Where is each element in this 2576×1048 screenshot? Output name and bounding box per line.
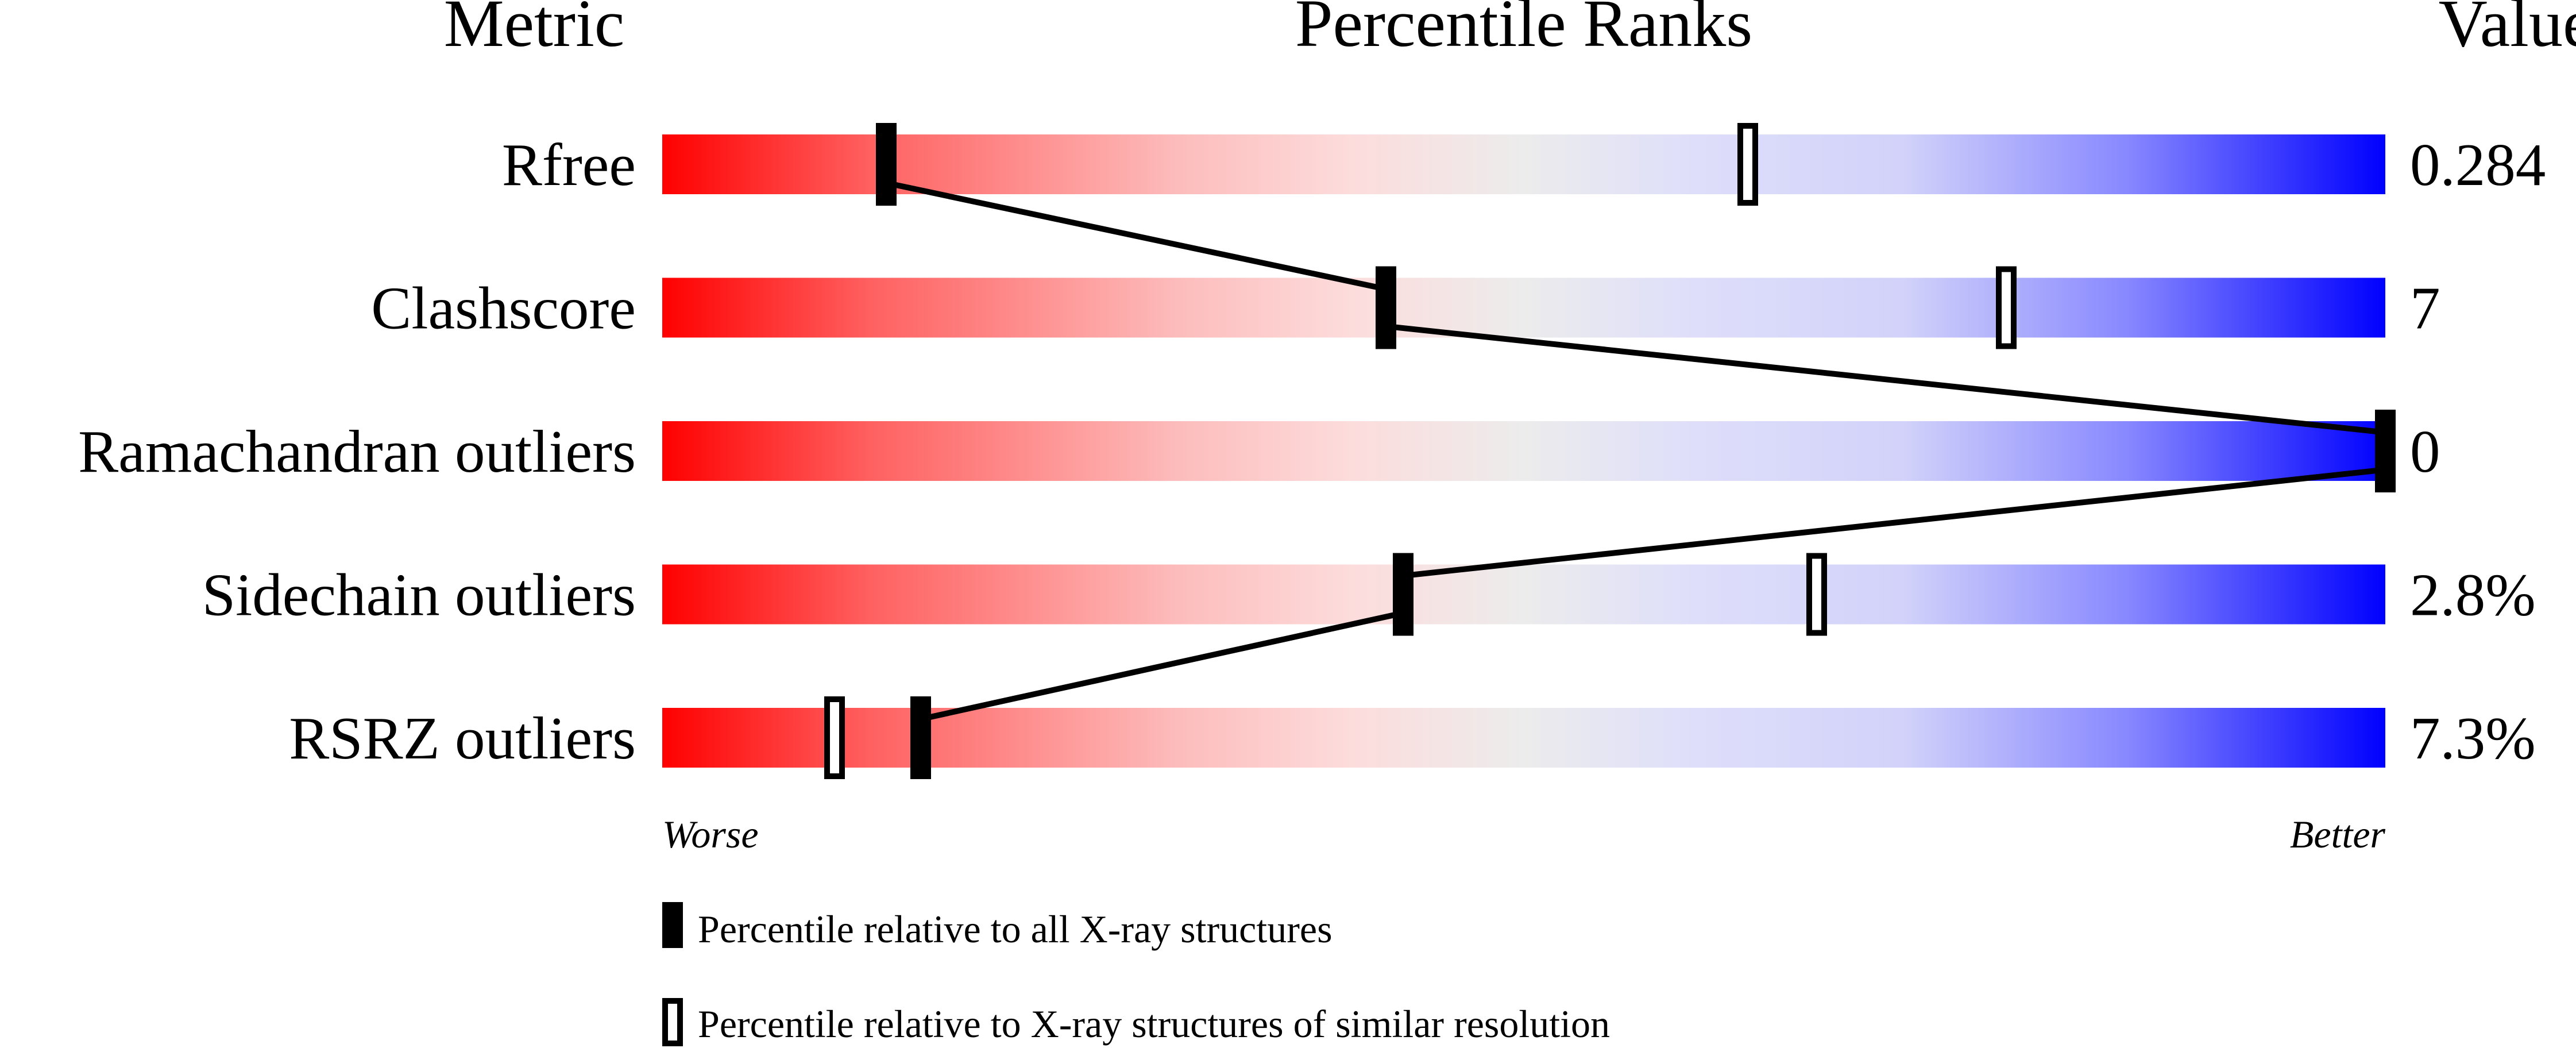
percentile-header: Percentile Ranks <box>1295 0 1752 61</box>
percentile-bar <box>662 564 2385 625</box>
legend-similar-label: Percentile relative to X-ray structures … <box>698 1002 1610 1046</box>
marker-all <box>1393 553 1413 636</box>
legend-all-label: Percentile relative to all X-ray structu… <box>698 907 1333 951</box>
percentile-bar <box>662 278 2385 338</box>
percentile-bar <box>662 708 2385 768</box>
legend-all-marker <box>662 902 683 948</box>
marker-all <box>1376 266 1396 349</box>
marker-similar <box>1996 266 2017 349</box>
metric-value: 7.3% <box>2410 704 2536 772</box>
marker-all <box>910 696 931 779</box>
marker-similar <box>1737 123 1758 206</box>
metric-value: 0 <box>2410 418 2440 485</box>
percentile-bar <box>662 134 2385 194</box>
metric-value: 7 <box>2410 275 2440 342</box>
metric-value: 0.284 <box>2410 131 2546 198</box>
percentile-bar <box>662 421 2385 481</box>
metric-header: Metric <box>444 0 625 61</box>
metric-label: RSRZ outliers <box>289 704 636 772</box>
legend-similar-marker <box>662 998 683 1046</box>
marker-similar <box>824 696 845 779</box>
marker-similar <box>1806 553 1827 636</box>
better-label: Better <box>2290 812 2386 856</box>
metric-label: Clashscore <box>371 275 636 342</box>
worse-label: Worse <box>662 812 759 856</box>
metric-value: 2.8% <box>2410 561 2536 629</box>
value-header: Value <box>2439 0 2576 61</box>
metric-label: Ramachandran outliers <box>78 418 636 485</box>
metric-label: Rfree <box>502 131 636 198</box>
marker-all <box>876 123 897 206</box>
metric-label: Sidechain outliers <box>202 561 636 629</box>
marker-all <box>2375 410 2396 492</box>
